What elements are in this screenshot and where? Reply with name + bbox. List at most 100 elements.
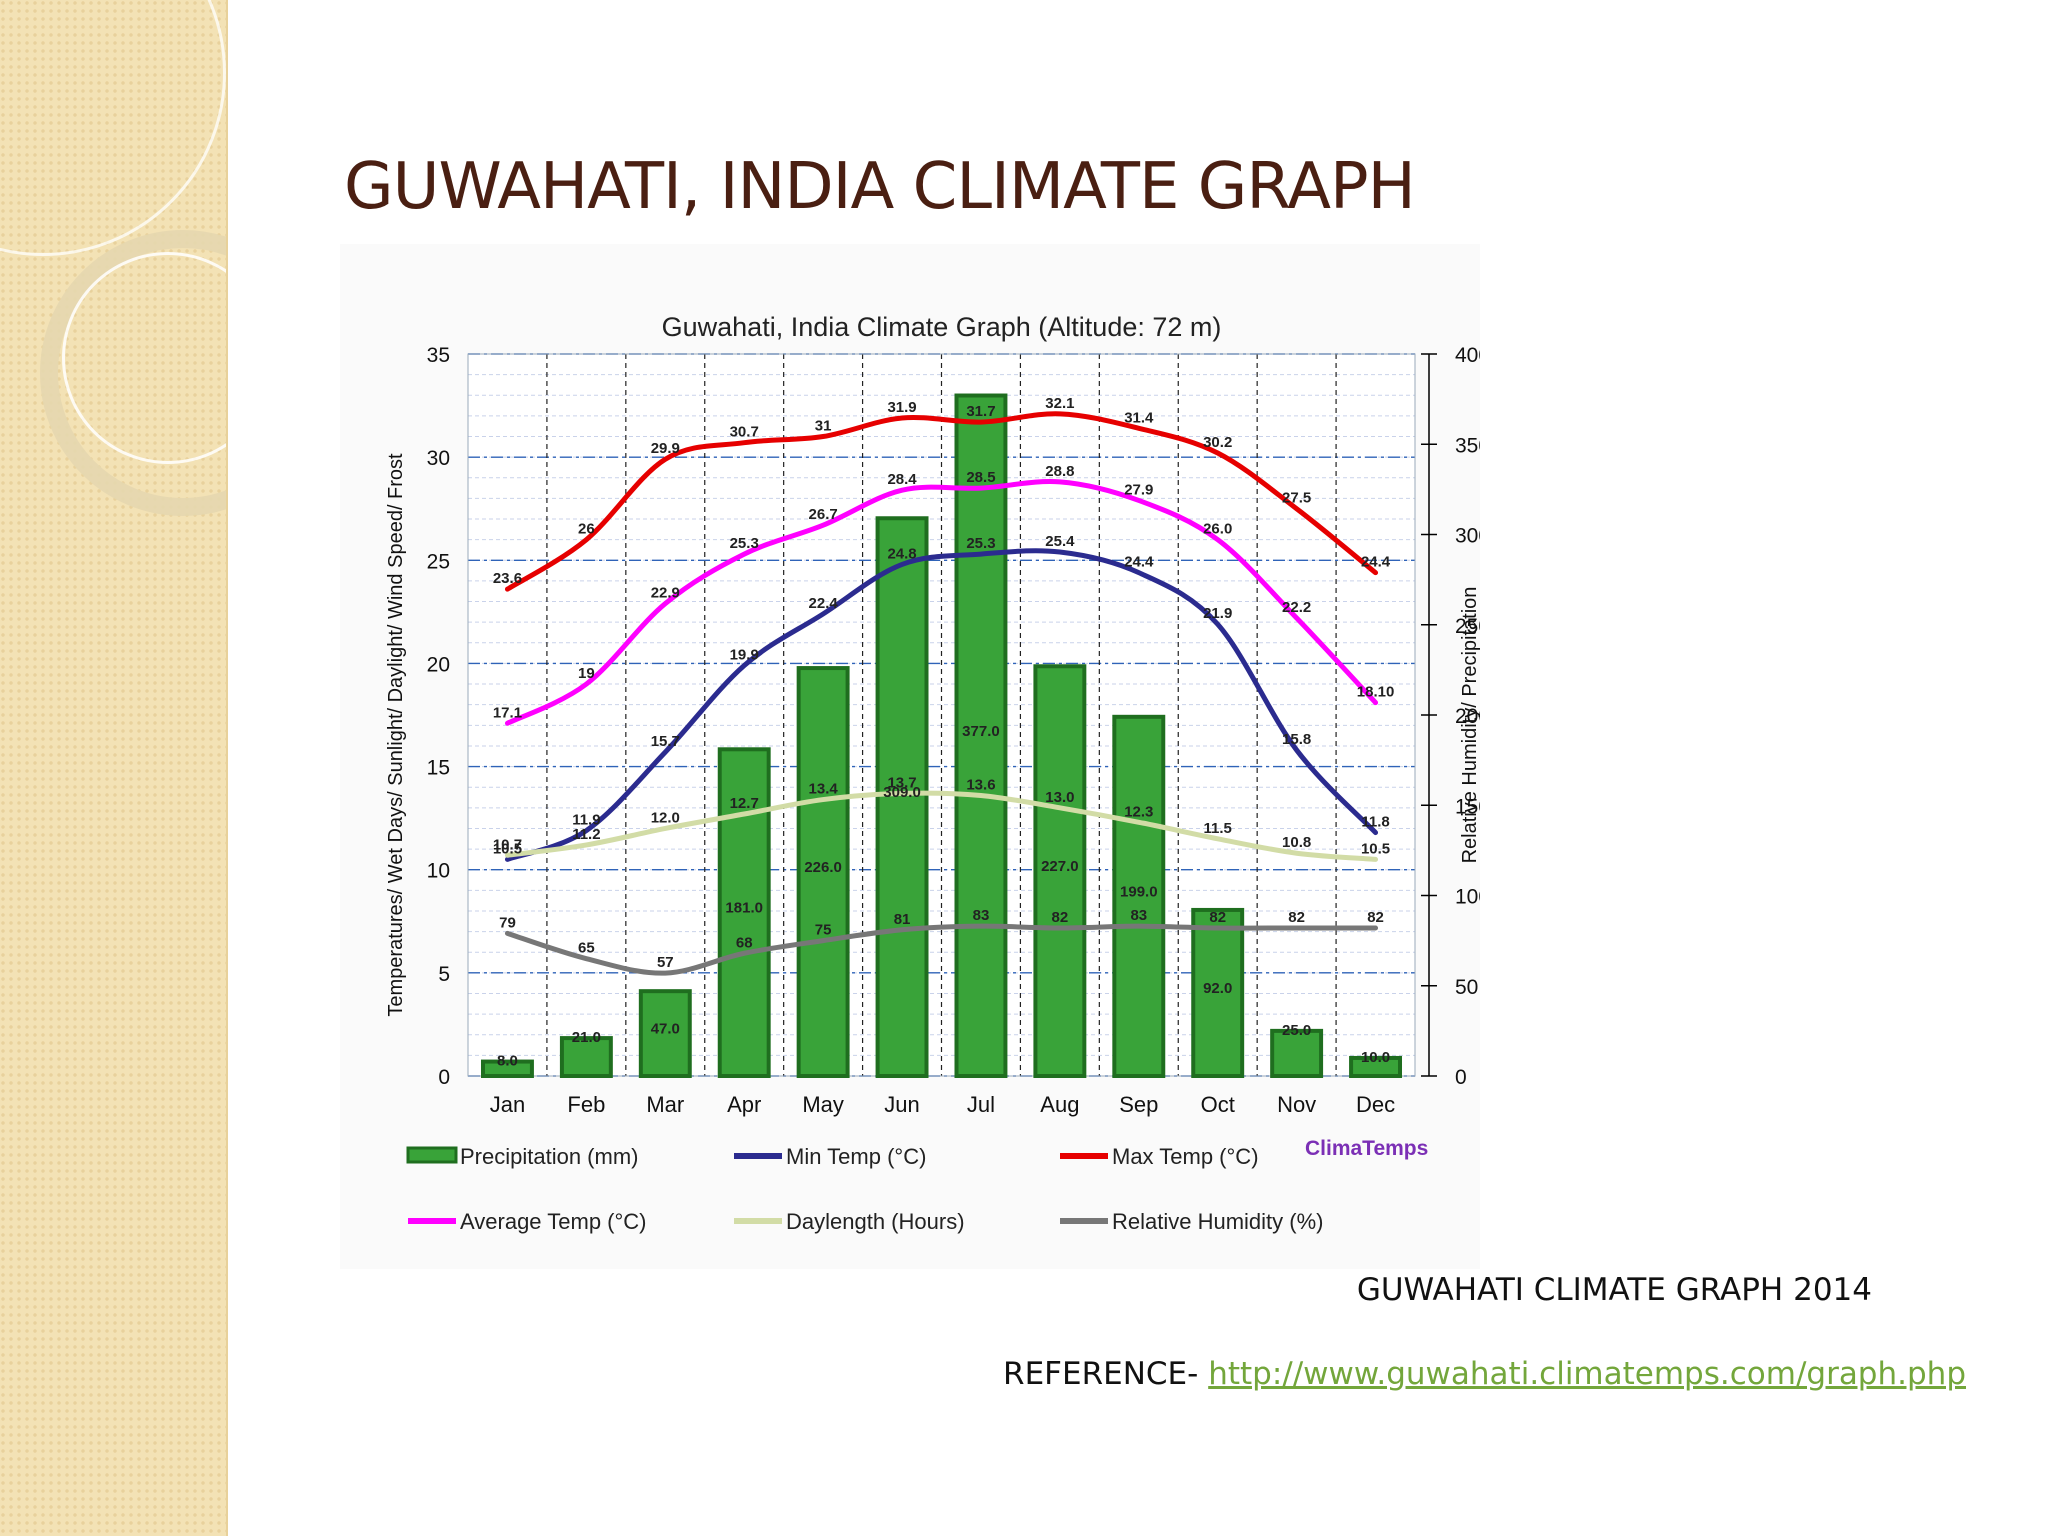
line-data-label: 82 [1052, 909, 1069, 926]
line-data-label: 10.5 [1361, 840, 1390, 857]
line-data-label: 28.8 [1045, 463, 1074, 480]
line-data-label: 82 [1288, 909, 1305, 926]
x-axis-category-label: Dec [1356, 1092, 1395, 1117]
line-data-label: 32.1 [1045, 395, 1074, 412]
line-data-label: 17.1 [493, 704, 522, 721]
line-data-label: 12.7 [730, 795, 759, 812]
legend-label: Daylength (Hours) [786, 1209, 965, 1234]
decorative-side-band [0, 0, 228, 1536]
line-data-label: 31.9 [887, 399, 916, 416]
legend-label: Min Temp (°C) [786, 1144, 926, 1169]
line-data-label: 28.5 [966, 469, 995, 486]
left-axis-tick-label: 0 [438, 1066, 450, 1089]
line-data-label: 22.4 [809, 595, 839, 612]
x-axis-category-label: Sep [1119, 1092, 1158, 1117]
left-axis-tick-label: 5 [438, 963, 450, 986]
bar-data-label: 25.0 [1282, 1022, 1311, 1039]
climate-chart-panel: 8.0 21.0 47.0 181.0 226.0 309.0 377.0 227.0 199.… [340, 244, 1480, 1269]
line-data-label: 10.7 [493, 836, 522, 853]
line-data-label: 24.8 [887, 545, 916, 562]
right-axis-tick-label: 50 [1455, 976, 1478, 999]
bar-data-label: 181.0 [725, 900, 763, 917]
legend-label: Precipitation (mm) [460, 1144, 638, 1169]
right-axis-tick-label: 350 [1455, 434, 1480, 457]
line-data-label: 65 [578, 940, 595, 957]
line-data-label: 12.3 [1124, 803, 1153, 820]
line-data-label: 23.6 [493, 570, 522, 587]
line-data-label: 27.9 [1124, 481, 1153, 498]
line-data-label: 11.5 [1204, 820, 1232, 837]
right-axis-title: Relative Humidity/ Precipitation [1459, 587, 1480, 864]
line-data-label: 21.9 [1203, 605, 1232, 622]
right-axis-tick-label: 0 [1455, 1066, 1467, 1089]
line-data-label: 82 [1209, 909, 1226, 926]
x-axis-category-label: Feb [567, 1092, 605, 1117]
x-axis-category-label: Apr [727, 1092, 761, 1117]
line-data-label: 57 [657, 954, 674, 971]
legend-label: Average Temp (°C) [460, 1209, 647, 1234]
right-axis-tick-label: 100 [1455, 886, 1480, 909]
right-axis-tick-label: 300 [1455, 525, 1480, 548]
line-data-label: 82 [1367, 909, 1384, 926]
line-data-label: 68 [736, 934, 753, 951]
line-data-label: 13.0 [1045, 789, 1074, 806]
bar-data-label: 377.0 [962, 723, 1000, 740]
left-axis-tick-label: 20 [427, 653, 450, 676]
line-data-label: 15.8 [1282, 731, 1311, 748]
left-axis-tick-label: 30 [427, 447, 450, 470]
graph-caption: GUWAHATI CLIMATE GRAPH 2014 [1357, 1272, 1872, 1308]
line-data-label: 75 [815, 922, 832, 939]
line-data-label: 13.4 [809, 781, 839, 798]
line-data-label: 27.5 [1282, 490, 1311, 507]
bar-data-label: 227.0 [1041, 858, 1079, 875]
chart-title: Guwahati, India Climate Graph (Altitude:… [662, 312, 1222, 342]
bar-data-label: 21.0 [572, 1029, 601, 1046]
legend-label: Max Temp (°C) [1112, 1144, 1259, 1169]
line-data-label: 22.9 [651, 585, 680, 602]
decorative-ring-large [0, 0, 226, 256]
legend-swatch-precipitation [408, 1148, 456, 1162]
reference-link[interactable]: http://www.guwahati.climatemps.com/graph… [1208, 1356, 1966, 1392]
line-data-label: 13.6 [966, 776, 995, 793]
line-data-label: 83 [973, 907, 990, 924]
slide-title: GUWAHATI, INDIA CLIMATE GRAPH [344, 150, 1415, 224]
reference-line: REFERENCE- http://www.guwahati.climatemp… [1003, 1356, 1966, 1392]
line-data-label: 26.7 [809, 506, 838, 523]
right-axis-tick-label: 400 [1455, 344, 1480, 367]
line-data-label: 26 [578, 521, 595, 538]
line-data-label: 18.10 [1357, 684, 1395, 701]
left-axis-title: Temperatures/ Wet Days/ Sunlight/ Daylig… [385, 453, 407, 1017]
line-data-label: 22.2 [1282, 599, 1311, 616]
line-data-label: 31.7 [966, 403, 995, 420]
line-data-label: 26.0 [1203, 521, 1232, 538]
line-data-label: 83 [1130, 907, 1147, 924]
bar-data-label: 10.0 [1361, 1049, 1390, 1066]
bar-data-label: 47.0 [651, 1021, 680, 1038]
line-data-label: 79 [499, 914, 516, 931]
line-data-label: 31.4 [1124, 409, 1154, 426]
line-data-label: 29.9 [651, 440, 680, 457]
line-data-label: 28.4 [887, 471, 917, 488]
line-data-label: 13.7 [887, 774, 916, 791]
line-data-label: 15.7 [651, 733, 680, 750]
legend-label: Relative Humidity (%) [1112, 1209, 1324, 1234]
line-data-label: 30.2 [1203, 434, 1232, 451]
line-data-label: 19 [578, 665, 595, 682]
x-axis-category-label: Jun [884, 1092, 919, 1117]
left-axis-tick-label: 10 [427, 860, 450, 883]
line-data-label: 25.4 [1045, 533, 1075, 550]
reference-label: REFERENCE- [1003, 1356, 1208, 1392]
bar-data-label: 199.0 [1120, 883, 1158, 900]
left-axis-tick-label: 25 [427, 550, 450, 573]
x-axis-category-label: Mar [646, 1092, 684, 1117]
line-data-label: 81 [894, 911, 911, 928]
line-data-label: 24.4 [1361, 554, 1391, 571]
line-data-label: 30.7 [730, 424, 759, 441]
line-data-label: 11.8 [1361, 814, 1389, 831]
left-axis-tick-label: 15 [427, 757, 450, 780]
left-axis-tick-label: 35 [427, 344, 450, 367]
line-data-label: 24.4 [1124, 554, 1154, 571]
line-data-label: 31 [815, 418, 832, 435]
line-data-label: 25.3 [730, 535, 759, 552]
line-data-label: 10.8 [1282, 834, 1311, 851]
